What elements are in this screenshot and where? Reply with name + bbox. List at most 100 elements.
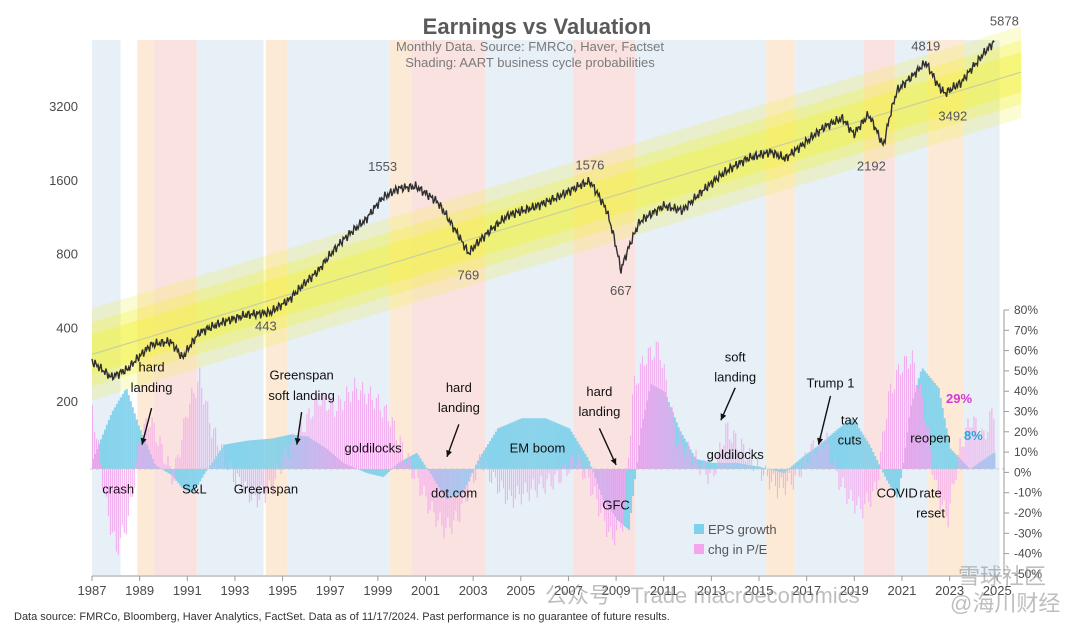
eps-bar-432 bbox=[950, 449, 952, 469]
pe-bar-219 bbox=[527, 469, 528, 492]
pe-bar-390 bbox=[866, 469, 867, 493]
pe-bar-113 bbox=[316, 394, 317, 469]
annotation-18: Trump 1 bbox=[807, 376, 855, 391]
y-right-tick-3: 50% bbox=[1014, 364, 1038, 378]
pe-bar-410 bbox=[906, 356, 907, 469]
eps-bar-94 bbox=[279, 437, 281, 469]
pe-bar-128 bbox=[346, 386, 347, 469]
x-tick-1997: 1997 bbox=[316, 583, 345, 598]
pe-bar-282 bbox=[652, 360, 653, 469]
pe-bar-117 bbox=[324, 395, 325, 469]
pe-bar-108 bbox=[306, 414, 307, 469]
pe-bar-142 bbox=[374, 409, 375, 469]
pe-bar-241 bbox=[570, 457, 571, 469]
pe-bar-343 bbox=[773, 469, 774, 474]
watermark-2: 雪球社区 bbox=[958, 564, 1046, 589]
pe-bar-362 bbox=[811, 444, 812, 469]
annotation-1: hard bbox=[139, 360, 165, 375]
pe-bar-435 bbox=[956, 469, 957, 480]
pe-bar-134 bbox=[358, 400, 359, 469]
pe-bar-389 bbox=[864, 469, 865, 504]
pe-bar-376 bbox=[838, 469, 839, 490]
pe-bar-62 bbox=[215, 428, 216, 469]
eps-bar-78 bbox=[247, 441, 249, 469]
pe-bar-433 bbox=[952, 469, 953, 484]
pe-bar-11 bbox=[114, 469, 115, 532]
pe-bar-46 bbox=[183, 418, 184, 469]
pe-bar-447 bbox=[979, 440, 980, 469]
pe-bar-169 bbox=[427, 469, 428, 513]
pe-bar-96 bbox=[283, 457, 284, 469]
pe-bar-112 bbox=[314, 398, 315, 469]
eps-bar-73 bbox=[237, 442, 239, 469]
eps-bar-333 bbox=[753, 466, 755, 469]
eps-bar-91 bbox=[273, 438, 275, 469]
pe-bar-345 bbox=[777, 469, 778, 498]
pe-bar-394 bbox=[874, 469, 875, 482]
pe-bar-406 bbox=[898, 364, 899, 469]
eps-bar-145 bbox=[380, 469, 382, 476]
eps-bar-19 bbox=[130, 401, 132, 469]
pe-bar-222 bbox=[533, 469, 534, 479]
pe-bar-160 bbox=[410, 460, 411, 469]
pe-bar-400 bbox=[886, 419, 887, 469]
pe-bar-115 bbox=[320, 406, 321, 469]
eps-bar-314 bbox=[715, 463, 717, 469]
pe-bar-165 bbox=[420, 469, 421, 496]
pe-bar-283 bbox=[654, 357, 655, 469]
eps-bar-18 bbox=[128, 395, 130, 469]
eps-bar-43 bbox=[177, 469, 179, 483]
pe-bar-106 bbox=[302, 432, 303, 469]
pe-bar-101 bbox=[293, 433, 294, 469]
eps-bar-85 bbox=[261, 439, 263, 469]
pe-bar-339 bbox=[765, 465, 766, 469]
y-right-tick-1: 70% bbox=[1014, 323, 1038, 337]
pe-bar-361 bbox=[809, 462, 810, 469]
eps-bar-37 bbox=[165, 469, 167, 472]
pe-bar-110 bbox=[310, 419, 311, 469]
eps-bar-76 bbox=[243, 441, 245, 469]
annotation-0: crash bbox=[102, 481, 134, 496]
pe-bar-133 bbox=[356, 388, 357, 469]
pe-bar-402 bbox=[890, 384, 891, 469]
eps-bar-89 bbox=[269, 439, 271, 469]
pe-bar-348 bbox=[783, 469, 784, 488]
pe-bar-3 bbox=[98, 440, 99, 469]
pe-bar-286 bbox=[660, 360, 661, 469]
pe-bar-451 bbox=[987, 432, 988, 469]
pe-bar-229 bbox=[547, 469, 548, 479]
pe-bar-270 bbox=[628, 458, 629, 469]
watermark-3: @海川财经 bbox=[950, 591, 1060, 616]
eps-bar-311 bbox=[709, 462, 711, 469]
eps-bar-71 bbox=[233, 443, 235, 469]
eps-bar-77 bbox=[245, 441, 247, 469]
pe-bar-31 bbox=[154, 423, 155, 469]
eps-bar-271 bbox=[630, 469, 632, 513]
chart-subtitle-line-2: Shading: AART business cycle probabiliti… bbox=[405, 55, 655, 70]
eps-bar-201 bbox=[491, 438, 493, 469]
y-right-tick-6: 20% bbox=[1014, 425, 1038, 439]
eps-bar-273 bbox=[634, 469, 636, 479]
pe-bar-284 bbox=[656, 341, 657, 469]
annotation-14: GFC bbox=[602, 498, 629, 513]
pe-bar-431 bbox=[948, 469, 949, 527]
eps-bar-353 bbox=[793, 465, 795, 469]
eps-bar-313 bbox=[713, 463, 715, 469]
x-tick-2021: 2021 bbox=[887, 583, 916, 598]
eps-bar-395 bbox=[876, 460, 878, 469]
eps-bar-75 bbox=[241, 442, 243, 469]
pe-bar-333 bbox=[753, 469, 754, 471]
pe-bar-15 bbox=[122, 469, 123, 525]
pe-bar-379 bbox=[844, 469, 845, 488]
pe-bar-349 bbox=[785, 469, 786, 495]
legend-swatch-pe bbox=[694, 544, 704, 554]
pe-bar-225 bbox=[539, 469, 540, 484]
pe-bar-223 bbox=[535, 469, 536, 490]
annotation-16: landing bbox=[714, 370, 756, 385]
pe-bar-252 bbox=[592, 469, 593, 494]
pe-bar-126 bbox=[342, 410, 343, 469]
eps-bar-248 bbox=[584, 454, 586, 469]
pe-bar-233 bbox=[555, 469, 556, 475]
pe-bar-292 bbox=[672, 407, 673, 469]
